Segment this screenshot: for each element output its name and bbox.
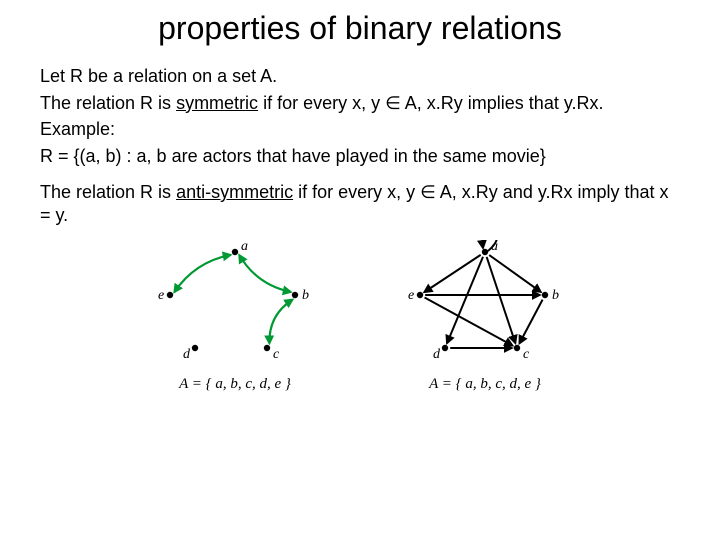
slide-title: properties of binary relations [40,10,680,47]
para-3: Example: [40,118,680,141]
diagram-left: a b c d e A = { a, b, c, d, e } [155,240,315,393]
svg-text:c: c [523,347,530,362]
para-1: Let R be a relation on a set A. [40,65,680,88]
graph-symmetric: a b c d e [155,240,315,370]
svg-text:a: a [241,240,248,254]
svg-text:d: d [433,347,441,362]
svg-text:c: c [273,347,280,362]
caption-right: A = { a, b, c, d, e } [429,376,541,393]
svg-text:b: b [302,288,309,303]
term-symmetric: symmetric [176,93,258,113]
svg-text:e: e [158,288,164,303]
para-2c: if for every x, y ∈ A, x.Ry implies that… [258,93,603,113]
svg-text:d: d [183,347,191,362]
caption-left: A = { a, b, c, d, e } [179,376,291,393]
svg-text:b: b [552,288,559,303]
para-5: The relation R is anti-symmetric if for … [40,181,680,226]
para-2a: The relation R is [40,93,176,113]
para-2: The relation R is symmetric if for every… [40,92,680,115]
diagram-row: a b c d e A = { a, b, c, d, e } a b c d e A = { … [40,240,680,393]
slide: properties of binary relations Let R be … [0,0,720,540]
term-antisymmetric: anti-symmetric [176,182,293,202]
graph-antisymmetric: a b c d e [405,240,565,370]
svg-text:e: e [408,288,414,303]
para-5a: The relation R is [40,182,176,202]
svg-text:a: a [491,240,498,254]
para-4: R = {(a, b) : a, b are actors that have … [40,145,680,168]
diagram-right: a b c d e A = { a, b, c, d, e } [405,240,565,393]
